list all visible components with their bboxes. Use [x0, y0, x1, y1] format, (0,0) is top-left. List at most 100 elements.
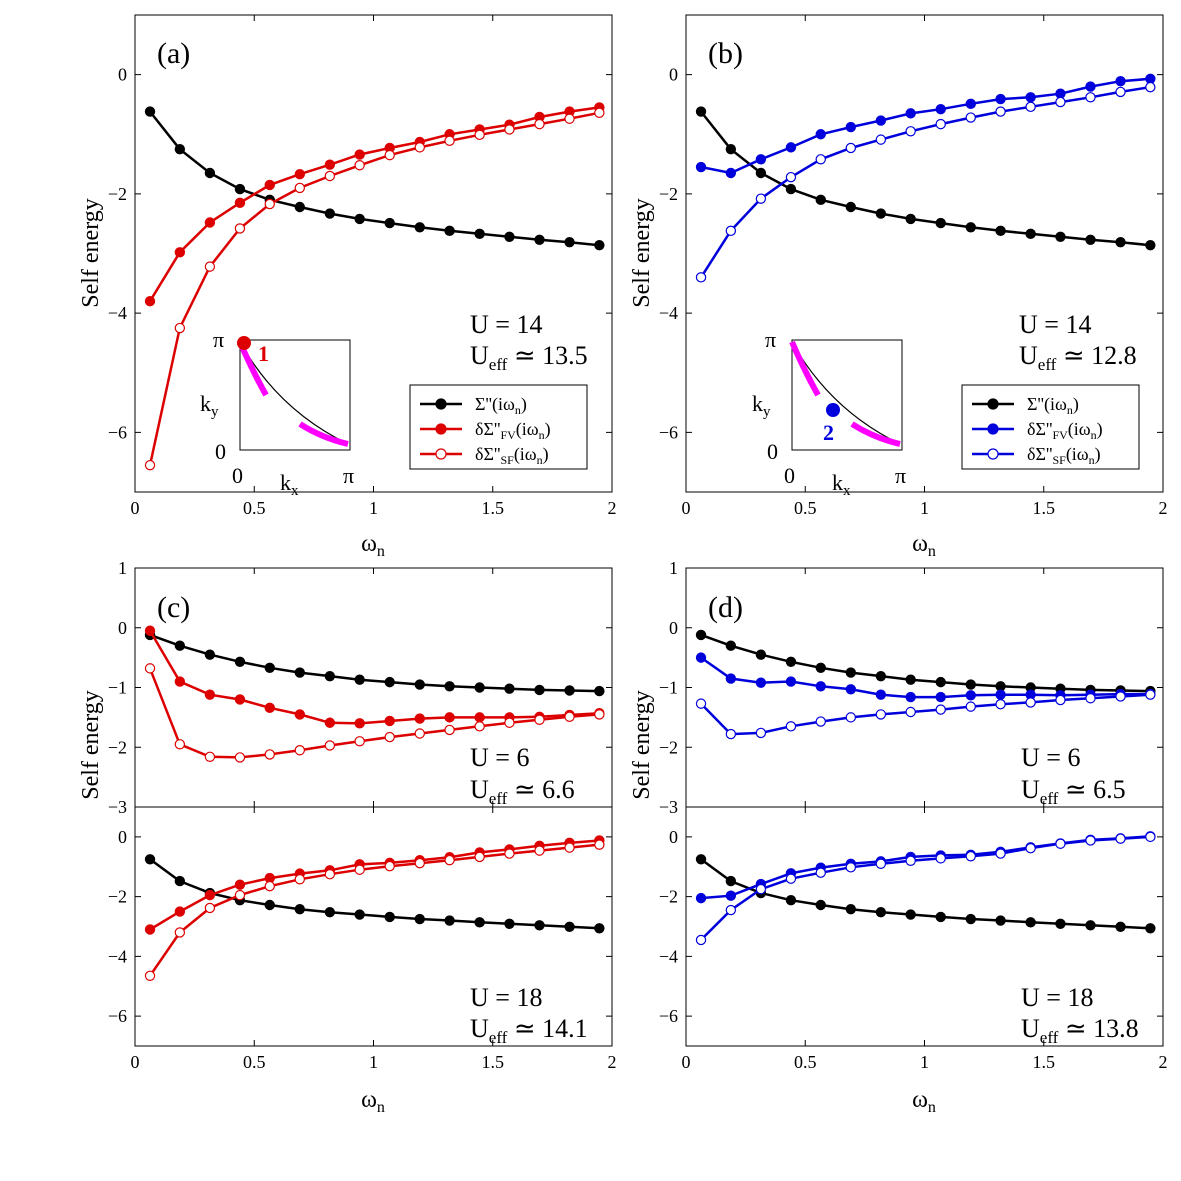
point-a-2-10: [444, 135, 455, 147]
inset-a-hot-arc-2: [298, 421, 349, 447]
point-a-2-7: [354, 160, 365, 171]
point-d-bottom-0-11: [1025, 917, 1036, 928]
inset-a-ytick-bottom: 0: [215, 439, 226, 464]
point-d-bottom-0-4: [815, 899, 826, 911]
ytick-label-c-bottom-3: 0: [118, 827, 127, 847]
point-d-top-2-3: [785, 721, 797, 732]
point-c-top-0-2: [204, 649, 216, 660]
point-b-1-0: [695, 161, 707, 173]
point-a-0-12: [504, 231, 515, 243]
ytick-label-a-1: −4: [108, 303, 127, 323]
panel-c-top-annotation-ueff: Ueff ≃ 6.6: [470, 775, 575, 808]
point-d-top-1-6: [875, 689, 887, 700]
point-b-0-8: [935, 217, 946, 229]
point-b-1-9: [965, 98, 976, 110]
panel-b-ylabel: Self energy: [629, 198, 655, 308]
panel-d-top-plot: −3 −2 −1 0 1: [659, 558, 1164, 817]
point-d-bottom-2-8: [935, 853, 946, 864]
point-c-top-0-14: [564, 685, 575, 696]
inset-b-ytick-bottom: 0: [767, 439, 778, 464]
point-b-0-5: [845, 201, 857, 213]
point-d-top-1-2: [755, 677, 767, 688]
panel-c-label: (c): [157, 591, 190, 624]
point-a-0-2: [204, 167, 216, 179]
series-line-b-0: [700, 110, 1151, 247]
point-c-top-2-9: [414, 728, 425, 739]
inset-a-marker-label: 1: [258, 341, 269, 366]
panel-d-bottom-annotation-ueff: Ueff ≃ 13.8: [1021, 1014, 1139, 1047]
point-a-2-14: [564, 113, 575, 124]
point-d-top-1-3: [785, 676, 797, 687]
point-c-bottom-0-7: [354, 909, 365, 920]
xtick-label-b-3: 1.5: [1033, 498, 1056, 518]
point-a-1-1: [174, 247, 186, 258]
xtick-label-c-bottom-4: 2: [608, 1052, 617, 1072]
point-c-top-0-4: [264, 662, 275, 673]
point-a-2-4: [264, 198, 275, 210]
point-c-bottom-0-1: [174, 875, 186, 887]
series-line-c-bottom-1: [149, 839, 600, 931]
panel-b-legend: Σ''(iωn) δΣ''FV(iωn) δΣ''SF(iωn): [961, 384, 1140, 470]
xtick-label-a-4: 2: [608, 498, 617, 518]
point-d-bottom-0-0: [695, 854, 707, 865]
panel-c-bottom-annotation-ueff: Ueff ≃ 14.1: [470, 1014, 588, 1047]
point-c-top-0-12: [504, 683, 515, 694]
series-line-d-top-0: [700, 633, 1151, 693]
point-c-bottom-0-13: [534, 920, 545, 931]
inset-a-xtick-right: π: [343, 463, 354, 488]
point-b-1-3: [785, 142, 797, 153]
panel-b-label: (b): [708, 37, 743, 70]
point-a-2-12: [504, 124, 515, 135]
point-a-0-10: [444, 225, 455, 237]
point-b-2-0: [695, 272, 707, 283]
panel-d-ylabel: Self energy: [629, 690, 655, 800]
point-a-0-8: [384, 217, 395, 229]
point-c-top-2-15: [594, 709, 605, 720]
panel-a-annotation-u: U = 14: [470, 310, 542, 339]
point-d-bottom-2-12: [1055, 838, 1066, 849]
point-d-top-2-8: [935, 704, 946, 715]
point-d-top-2-1: [725, 728, 737, 740]
point-a-1-0: [144, 296, 156, 307]
inset-a-marker: [237, 336, 251, 350]
point-c-bottom-2-13: [534, 845, 545, 856]
ytick-label-d-top-1: −2: [659, 737, 678, 757]
point-b-2-7: [905, 126, 916, 137]
series-line-b-1: [700, 77, 1151, 175]
point-a-1-6: [324, 159, 336, 170]
point-c-bottom-2-15: [594, 839, 605, 850]
point-a-0-3: [234, 183, 246, 195]
point-d-bottom-2-14: [1115, 833, 1126, 844]
point-d-bottom-0-13: [1085, 920, 1096, 931]
point-c-bottom-2-7: [354, 864, 365, 875]
point-d-top-0-2: [755, 649, 767, 660]
point-d-top-2-14: [1115, 691, 1126, 702]
point-b-2-13: [1085, 92, 1096, 103]
point-c-bottom-0-5: [294, 903, 306, 915]
point-c-bottom-2-6: [324, 869, 336, 880]
point-c-bottom-2-11: [474, 851, 485, 863]
point-b-1-8: [935, 104, 946, 115]
ytick-label-c-top-0: −3: [108, 797, 127, 817]
point-c-top-0-13: [534, 684, 545, 696]
point-d-top-2-15: [1145, 689, 1156, 700]
point-c-top-1-10: [444, 712, 455, 723]
point-c-top-2-3: [234, 752, 246, 763]
point-d-bottom-0-15: [1145, 923, 1156, 934]
point-d-top-1-5: [845, 684, 857, 695]
point-d-top-2-5: [845, 712, 857, 723]
point-c-top-1-11: [474, 712, 485, 723]
series-line-d-top-1: [700, 656, 1151, 699]
point-c-top-2-5: [294, 745, 306, 756]
point-d-bottom-2-6: [875, 858, 887, 869]
inset-b-xtick-right: π: [895, 463, 906, 488]
point-c-bottom-0-11: [474, 917, 485, 928]
point-c-top-1-5: [294, 709, 306, 720]
point-a-0-0: [144, 106, 156, 117]
point-c-bottom-1-1: [174, 906, 186, 917]
point-a-0-15: [594, 239, 605, 251]
point-d-top-2-4: [815, 716, 826, 727]
point-d-bottom-0-3: [785, 895, 797, 906]
point-d-top-2-6: [875, 709, 887, 720]
point-d-bottom-2-15: [1145, 831, 1156, 843]
